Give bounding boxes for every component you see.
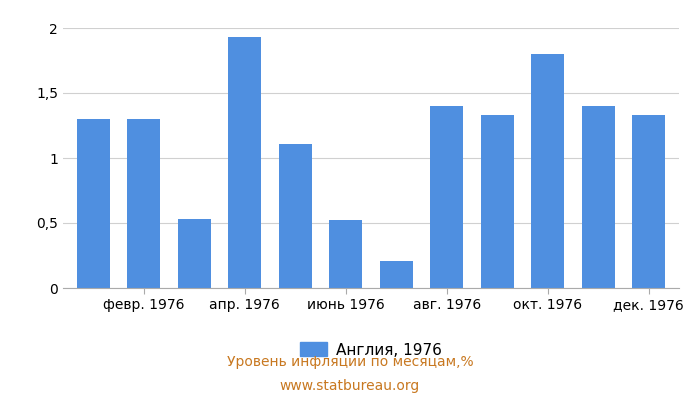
Bar — [178, 219, 211, 288]
Legend: Англия, 1976: Англия, 1976 — [300, 342, 442, 358]
Text: www.statbureau.org: www.statbureau.org — [280, 379, 420, 393]
Bar — [77, 119, 110, 288]
Bar — [279, 144, 312, 288]
Bar — [582, 106, 615, 288]
Bar — [481, 115, 514, 288]
Bar — [329, 220, 362, 288]
Text: Уровень инфляции по месяцам,%: Уровень инфляции по месяцам,% — [227, 355, 473, 369]
Bar — [127, 119, 160, 288]
Bar — [380, 261, 413, 288]
Bar — [531, 54, 564, 288]
Bar — [228, 37, 261, 288]
Bar — [632, 115, 665, 288]
Bar — [430, 106, 463, 288]
